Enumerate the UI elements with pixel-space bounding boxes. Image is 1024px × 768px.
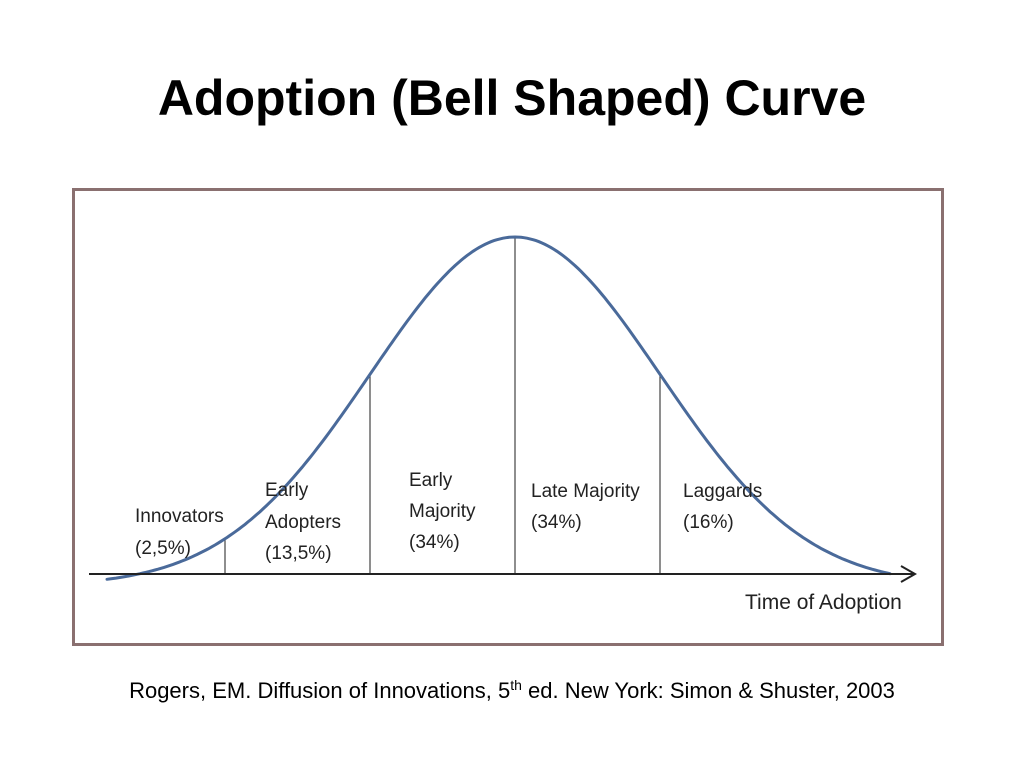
x-axis-label: Time of Adoption xyxy=(745,591,902,614)
segment-percent-laggards: (16%) xyxy=(683,512,734,533)
segment-label-early-majority: Early xyxy=(409,470,453,491)
segment-labels: Innovators (2,5%) Early Adopters (13,5%)… xyxy=(135,470,762,564)
segment-label-innovators: Innovators xyxy=(135,506,224,527)
segment-label-early-majority-2: Majority xyxy=(409,501,476,522)
x-axis-arrowhead xyxy=(900,565,918,583)
segment-percent-early-adopters: (13,5%) xyxy=(265,543,332,564)
x-axis: Time of Adoption xyxy=(89,565,918,614)
segment-percent-late-majority: (34%) xyxy=(531,512,582,533)
segment-label-early-adopters-2: Adopters xyxy=(265,512,341,533)
segment-percent-early-majority: (34%) xyxy=(409,532,460,553)
slide-title: Adoption (Bell Shaped) Curve xyxy=(157,70,867,126)
citation-superscript: th xyxy=(510,677,522,693)
bell-curve-chart: Time of Adoption Innovators (2,5%) Early… xyxy=(89,235,918,614)
citation: Rogers, EM. Diffusion of Innovations, 5t… xyxy=(0,676,1024,706)
citation-prefix: Rogers, EM. Diffusion of Innovations, 5 xyxy=(129,678,511,703)
segment-percent-innovators: (2,5%) xyxy=(135,538,191,559)
chart-frame: Time of Adoption Innovators (2,5%) Early… xyxy=(72,188,944,646)
segment-label-laggards: Laggards xyxy=(683,481,762,502)
divider-lines xyxy=(224,237,661,574)
bell-curve-line xyxy=(105,235,892,581)
segment-label-late-majority: Late Majority xyxy=(531,481,640,502)
segment-label-early-adopters: Early xyxy=(265,480,309,501)
citation-suffix: ed. New York: Simon & Shuster, 2003 xyxy=(521,678,895,703)
